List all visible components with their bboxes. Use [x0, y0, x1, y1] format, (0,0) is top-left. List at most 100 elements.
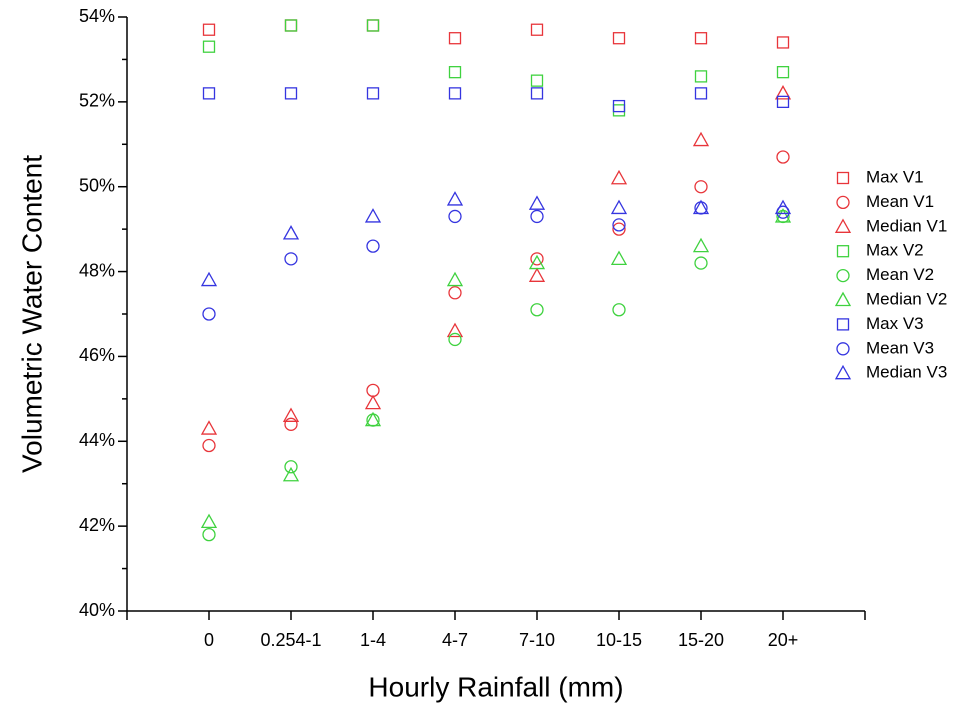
- point: [774, 199, 792, 215]
- legend-label: Mean V3: [866, 338, 934, 357]
- point: [612, 218, 626, 232]
- point: [202, 23, 216, 36]
- y-axis-title: Volumetric Water Content: [16, 155, 47, 473]
- y-tick-label: 40%: [79, 600, 115, 620]
- point: [366, 383, 380, 398]
- point: [694, 180, 708, 194]
- point: [776, 150, 790, 164]
- legend-marker: [836, 195, 850, 210]
- x-tick-label: 15-20: [678, 630, 724, 650]
- point: [282, 225, 300, 240]
- point: [530, 303, 544, 317]
- point: [448, 87, 462, 100]
- point: [284, 460, 298, 474]
- point: [692, 237, 710, 253]
- x-tick-label: 10-15: [596, 630, 642, 650]
- legend-label: Median V2: [866, 289, 947, 308]
- point: [446, 322, 464, 338]
- point: [694, 70, 708, 83]
- x-tick-label: 1-4: [360, 630, 386, 650]
- point: [610, 250, 628, 265]
- point: [694, 32, 708, 45]
- point: [530, 74, 544, 87]
- point: [610, 199, 628, 215]
- legend-label: Max V1: [866, 167, 924, 186]
- point: [528, 254, 546, 270]
- point: [200, 513, 218, 529]
- x-axis-title: Hourly Rainfall (mm): [368, 671, 623, 702]
- legend-marker: [834, 218, 852, 233]
- point: [694, 256, 708, 270]
- point: [446, 271, 464, 287]
- point: [202, 438, 216, 453]
- legend-label: Max V3: [866, 314, 924, 333]
- point: [776, 66, 790, 79]
- point: [530, 87, 544, 100]
- point: [530, 209, 544, 224]
- point: [364, 411, 382, 427]
- point: [448, 332, 462, 347]
- point: [366, 87, 380, 100]
- legend-label: Max V2: [866, 241, 924, 260]
- point: [284, 87, 298, 100]
- y-tick-label: 52%: [79, 91, 115, 111]
- x-tick-label: 4-7: [442, 630, 468, 650]
- point: [366, 239, 380, 253]
- legend-label: Mean V1: [866, 192, 934, 211]
- point: [448, 286, 462, 300]
- point: [448, 66, 462, 79]
- point: [776, 36, 790, 49]
- point: [284, 19, 298, 32]
- point: [366, 19, 380, 32]
- point: [284, 19, 298, 32]
- point: [774, 208, 792, 223]
- x-tick-label: 0.254-1: [260, 630, 321, 650]
- point: [776, 95, 790, 109]
- point: [612, 32, 626, 45]
- y-tick-label: 44%: [79, 430, 115, 450]
- point: [610, 169, 628, 185]
- point: [448, 209, 462, 224]
- point: [612, 222, 626, 236]
- point: [694, 87, 708, 100]
- legend-marker: [836, 268, 850, 283]
- legend-marker: [836, 171, 850, 185]
- point: [200, 420, 218, 435]
- y-tick-label: 54%: [79, 6, 115, 26]
- point: [202, 307, 216, 321]
- legend-label: Median V1: [866, 216, 947, 235]
- point: [364, 208, 382, 223]
- legend-label: Median V3: [866, 363, 947, 382]
- legend-marker: [834, 364, 852, 380]
- point: [530, 252, 544, 266]
- point: [446, 191, 464, 206]
- point: [284, 252, 298, 266]
- point: [364, 394, 382, 410]
- y-tick-label: 42%: [79, 515, 115, 535]
- legend-marker: [836, 318, 850, 331]
- x-tick-label: 0: [204, 630, 214, 650]
- point: [774, 85, 792, 100]
- point: [692, 131, 710, 147]
- point: [282, 407, 300, 422]
- legend-marker: [836, 342, 850, 356]
- point: [202, 527, 216, 542]
- point: [448, 32, 462, 45]
- legend-marker: [836, 245, 850, 258]
- point: [530, 23, 544, 36]
- point: [692, 199, 710, 215]
- y-tick-label: 50%: [79, 175, 115, 195]
- y-tick-label: 48%: [79, 260, 115, 280]
- y-tick-label: 46%: [79, 345, 115, 365]
- legend-marker: [834, 291, 852, 307]
- point: [284, 417, 298, 431]
- point: [282, 466, 300, 482]
- point: [202, 87, 216, 100]
- point: [612, 104, 626, 117]
- point: [612, 99, 626, 113]
- x-tick-label: 20+: [768, 630, 799, 650]
- legend-label: Mean V2: [866, 265, 934, 284]
- point: [202, 40, 216, 53]
- point: [366, 19, 380, 32]
